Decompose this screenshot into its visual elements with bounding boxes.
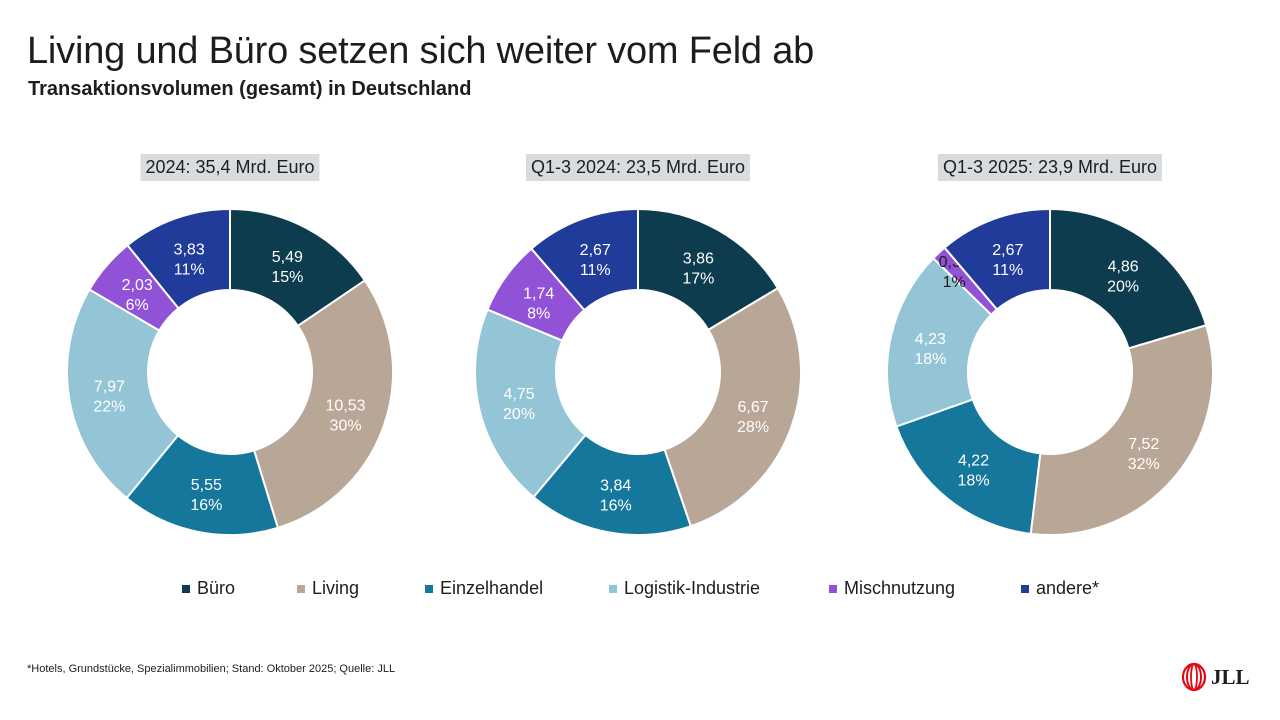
legend-label-einzelhandel: Einzelhandel <box>440 578 544 598</box>
slice-andere <box>943 207 1051 311</box>
jll-logo-text: JLL <box>1211 664 1250 689</box>
percent-label-andere: 11% <box>992 262 1023 279</box>
percent-label-logistik-industrie: 22% <box>93 399 125 416</box>
value-label-andere: 3,83 <box>174 242 205 259</box>
legend-label-mischnutzung: Mischnutzung <box>844 578 956 598</box>
slice-buero <box>1049 207 1208 350</box>
slice-logistik-industrie <box>474 308 587 499</box>
legend-label-andere: andere* <box>1036 578 1100 598</box>
chart-title-q13-2024: Q1-3 2024: 23,5 Mrd. Euro <box>525 154 751 181</box>
chart-title-q13-2025: Q1-3 2025: 23,9 Mrd. Euro <box>937 154 1163 181</box>
value-label-logistik-industrie: 4,23 <box>915 331 946 348</box>
percent-label-andere: 11% <box>580 262 611 279</box>
percent-label-living: 28% <box>737 419 769 436</box>
value-label-andere: 2,67 <box>992 242 1023 259</box>
value-label-living: 7,52 <box>1128 436 1159 453</box>
page-subtitle: Transaktionsvolumen (gesamt) in Deutschl… <box>28 78 472 100</box>
percent-label-living: 32% <box>1128 456 1160 473</box>
percent-label-andere: 11% <box>174 262 205 279</box>
percent-label-einzelhandel: 16% <box>600 497 632 514</box>
percent-label-mischnutzung: 8% <box>527 305 550 322</box>
percent-label-mischnutzung: 1% <box>943 274 966 291</box>
legend-item-einzelhandel: Einzelhandel <box>425 578 543 599</box>
footnote: *Hotels, Grundstücke, Spezialimmobilien;… <box>27 663 396 675</box>
legend-swatch-living <box>297 584 305 593</box>
value-label-einzelhandel: 3,84 <box>600 477 631 494</box>
legend-label-living: Living <box>312 578 360 598</box>
value-label-logistik-industrie: 7,97 <box>94 379 125 396</box>
value-label-mischnutzung: 1,74 <box>523 285 554 302</box>
jll-logo: JLL <box>1181 660 1253 694</box>
slice-andere <box>529 207 639 312</box>
legend-swatch-einzelhandel <box>425 584 433 593</box>
jll-logo-icon <box>1181 662 1207 692</box>
slice-living <box>663 286 802 528</box>
value-label-mischnutzung: 2,03 <box>122 277 153 294</box>
value-label-living: 10,53 <box>326 398 366 415</box>
slice-einzelhandel <box>125 433 280 536</box>
value-label-buero: 4,86 <box>1108 259 1139 276</box>
legend-item-buero: Büro <box>182 578 235 599</box>
legend-label-logistik: Logistik-Industrie <box>624 578 761 598</box>
slice-living <box>1029 323 1214 536</box>
legend-swatch-logistik <box>609 584 617 593</box>
percent-label-einzelhandel: 18% <box>958 473 990 490</box>
percent-label-buero: 17% <box>682 270 714 287</box>
legend-item-logistik: Logistik-Industrie <box>609 578 760 599</box>
value-label-einzelhandel: 4,22 <box>958 453 989 470</box>
percent-label-living: 30% <box>330 418 362 435</box>
percent-label-logistik-industrie: 18% <box>914 351 946 368</box>
legend-item-andere: andere* <box>1021 578 1099 599</box>
value-label-living: 6,67 <box>737 399 768 416</box>
legend-item-living: Living <box>297 578 359 599</box>
donut-svg-q13-2025: 4,8620%7,5232%4,2218%4,2318%0,361%2,6711… <box>886 207 1214 536</box>
donut-chart-q13-2024: 3,86 17% 6,67 28% 3,84 16% 4,75 20% 1,74 8% 2,67 11… <box>468 150 808 550</box>
donut-svg-q13-2024: 3,86 17% 6,67 28% 3,84 16% 4,75 20% 1,74 8% 2,67 11… <box>474 207 802 536</box>
donut-chart-2024: 5,49 15% 10,53 30% 5,55 16% 7,97 22% 2,03 6% 3,83 1… <box>60 150 400 550</box>
percent-label-buero: 15% <box>271 269 303 286</box>
slice-logistik-industrie <box>66 288 180 500</box>
slice-andere <box>126 207 231 310</box>
slice-logistik-industrie <box>886 256 993 428</box>
percent-label-buero: 20% <box>1107 279 1139 296</box>
donut-chart-q13-2025: 4,86 20% 7,52 32% 4,22 18% 4,23 18% 0,36 1% 2,67 11… <box>880 150 1220 550</box>
percent-label-logistik-industrie: 20% <box>503 406 535 423</box>
slice-living <box>252 279 394 530</box>
chart-legend: Büro Living Einzelhandel Logistik-Indust… <box>0 578 1280 602</box>
slice-einzelhandel <box>895 398 1042 535</box>
legend-label-buero: Büro <box>197 578 236 598</box>
legend-item-mischnutzung: Mischnutzung <box>829 578 955 599</box>
value-label-andere: 2,67 <box>580 242 611 259</box>
legend-swatch-buero <box>182 584 190 593</box>
legend-swatch-mischnutzung <box>829 584 837 593</box>
value-label-buero: 3,86 <box>683 250 714 267</box>
value-label-buero: 5,49 <box>272 249 303 266</box>
value-label-einzelhandel: 5,55 <box>191 477 222 494</box>
chart-title-2024: 2024: 35,4 Mrd. Euro <box>140 154 320 181</box>
percent-label-einzelhandel: 16% <box>190 497 222 514</box>
page-title: Living und Büro setzen sich weiter vom F… <box>27 30 815 72</box>
percent-label-mischnutzung: 6% <box>126 297 149 314</box>
donut-svg-2024: 5,49 15% 10,53 30% 5,55 16% 7,97 22% 2,03 6% 3,83 1… <box>66 207 394 536</box>
legend-swatch-andere <box>1021 584 1029 593</box>
value-label-logistik-industrie: 4,75 <box>503 386 534 403</box>
